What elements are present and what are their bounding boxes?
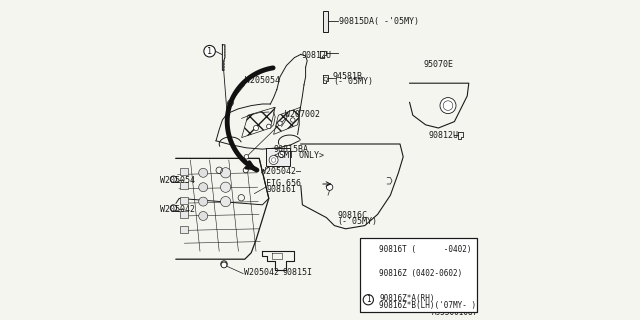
Circle shape (364, 295, 374, 305)
Text: (-'05MY): (-'05MY) (338, 217, 378, 226)
Text: W207002: W207002 (285, 110, 321, 119)
Circle shape (198, 197, 207, 206)
Circle shape (291, 118, 295, 122)
Text: 1: 1 (366, 295, 371, 304)
Circle shape (440, 98, 456, 114)
Text: 1: 1 (207, 47, 212, 56)
Text: 94581B: 94581B (333, 72, 363, 81)
Bar (180, 182, 188, 189)
Circle shape (228, 100, 234, 106)
Text: W205054: W205054 (246, 76, 280, 85)
Text: 95070E: 95070E (423, 60, 453, 69)
Text: (-'05MY): (-'05MY) (333, 77, 372, 86)
Text: 90815I: 90815I (282, 268, 312, 277)
Circle shape (170, 176, 177, 182)
Text: 90816C: 90816C (338, 212, 367, 220)
Circle shape (269, 156, 278, 164)
Text: W205042—: W205042— (261, 167, 301, 176)
Bar (323, 11, 328, 32)
Text: 90815DA( -'05MY): 90815DA( -'05MY) (339, 17, 419, 26)
Circle shape (170, 205, 177, 211)
Bar (180, 197, 188, 204)
Circle shape (220, 196, 231, 207)
Circle shape (204, 45, 215, 57)
Circle shape (243, 168, 248, 173)
Text: 90812U: 90812U (428, 131, 458, 140)
Text: A955001087: A955001087 (432, 308, 479, 317)
Text: 90816I: 90816I (266, 185, 296, 194)
Circle shape (220, 168, 231, 178)
Circle shape (278, 121, 282, 125)
Bar (360, 238, 477, 312)
Text: <SMT ONLY>: <SMT ONLY> (274, 151, 324, 160)
Circle shape (326, 184, 333, 190)
Circle shape (198, 212, 207, 220)
Circle shape (278, 151, 285, 157)
Text: 90816Z*B(LH)('07MY- ): 90816Z*B(LH)('07MY- ) (380, 301, 476, 310)
Circle shape (198, 168, 207, 177)
Text: FIG.656: FIG.656 (266, 179, 301, 188)
Circle shape (220, 182, 231, 192)
Text: —: — (179, 176, 184, 185)
Circle shape (198, 183, 207, 192)
Circle shape (221, 261, 227, 267)
Text: W205042: W205042 (160, 205, 195, 214)
Bar (180, 211, 188, 218)
Text: 90816Z (0402-0602): 90816Z (0402-0602) (380, 269, 463, 278)
Text: 90816T (      -0402): 90816T ( -0402) (380, 245, 472, 254)
Text: 90812U: 90812U (302, 51, 332, 60)
Circle shape (244, 155, 249, 159)
Text: W205054: W205054 (160, 176, 195, 185)
Bar (266, 148, 290, 166)
Circle shape (267, 124, 271, 129)
Bar (360, 238, 477, 312)
Text: —: — (179, 205, 184, 214)
Circle shape (221, 262, 227, 268)
Circle shape (253, 125, 259, 131)
Bar (360, 287, 477, 312)
Text: W205042: W205042 (244, 268, 279, 277)
Text: 90816Z*A(RH): 90816Z*A(RH) (380, 294, 435, 303)
Bar (180, 226, 188, 233)
Text: 90815BA: 90815BA (274, 145, 308, 154)
Bar (180, 168, 188, 175)
